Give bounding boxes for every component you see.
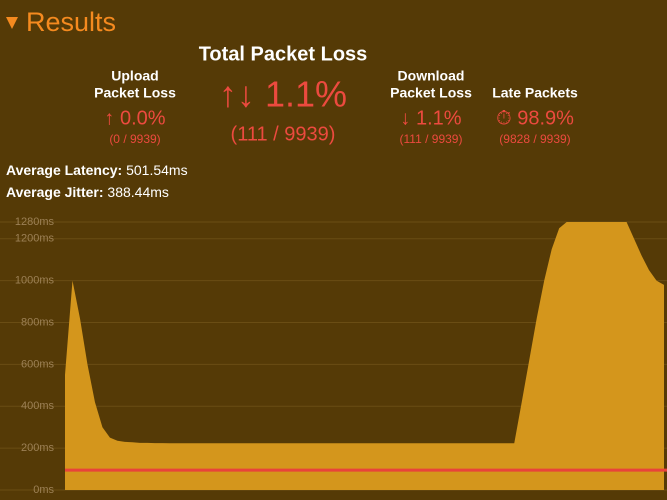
total-detail: (111 / 9939) <box>231 123 336 145</box>
y-tick-label: 200ms <box>21 442 55 454</box>
y-tick-label: 0ms <box>33 484 54 496</box>
average-label: Average Jitter: <box>6 184 104 200</box>
section-title[interactable]: Results <box>26 7 116 37</box>
average-value: 501.54ms <box>122 162 187 178</box>
stat-label: Upload <box>111 68 158 84</box>
latency-area <box>65 222 664 490</box>
stat-value: ↓ 1.1% <box>400 107 461 129</box>
average-value: 388.44ms <box>104 184 169 200</box>
total-label: Total Packet Loss <box>199 43 368 65</box>
total-value: ↑↓ 1.1% <box>219 74 347 115</box>
stat-label: Packet Loss <box>94 85 176 101</box>
stat-value: ↑ 0.0% <box>104 107 165 129</box>
stat-value: ⏱ 98.9% <box>496 107 574 129</box>
y-tick-label: 1000ms <box>15 275 55 287</box>
stat-label: Download <box>398 68 465 84</box>
stat-label: Late Packets <box>492 85 578 101</box>
stat-label: Packet Loss <box>390 85 472 101</box>
average-label: Average Latency: <box>6 162 122 178</box>
y-tick-label: 1200ms <box>15 233 55 245</box>
stat-detail: (0 / 9939) <box>109 132 160 146</box>
y-tick-label: 600ms <box>21 358 55 370</box>
stat-detail: (111 / 9939) <box>400 132 463 146</box>
y-tick-label: 800ms <box>21 316 55 328</box>
average-line: Average Latency: 501.54ms <box>6 162 188 178</box>
y-tick-label: 400ms <box>21 400 55 412</box>
stat-detail: (9828 / 9939) <box>499 132 570 146</box>
collapse-icon[interactable] <box>6 17 18 29</box>
y-tick-label: 1280ms <box>15 216 55 228</box>
average-line: Average Jitter: 388.44ms <box>6 184 169 200</box>
